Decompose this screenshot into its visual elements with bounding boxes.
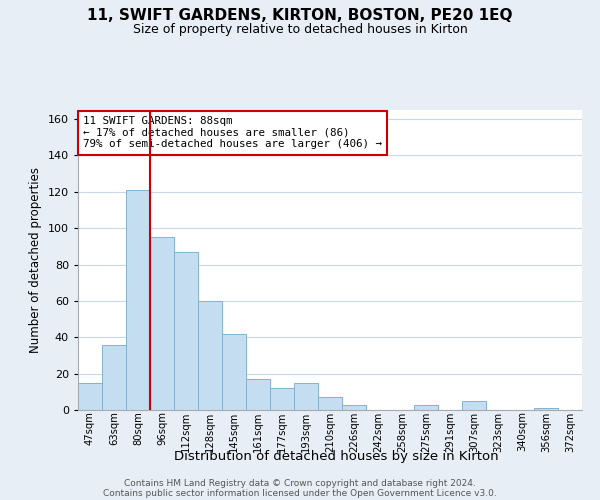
Bar xyxy=(126,190,150,410)
Bar xyxy=(462,401,486,410)
Text: Size of property relative to detached houses in Kirton: Size of property relative to detached ho… xyxy=(133,22,467,36)
Text: Contains HM Land Registry data © Crown copyright and database right 2024.: Contains HM Land Registry data © Crown c… xyxy=(124,478,476,488)
Bar xyxy=(270,388,294,410)
Text: Contains public sector information licensed under the Open Government Licence v3: Contains public sector information licen… xyxy=(103,488,497,498)
Bar xyxy=(78,382,102,410)
Bar xyxy=(174,252,198,410)
Bar xyxy=(294,382,318,410)
Bar xyxy=(246,379,270,410)
Bar xyxy=(198,301,222,410)
Y-axis label: Number of detached properties: Number of detached properties xyxy=(29,167,42,353)
Bar xyxy=(102,344,126,410)
Bar xyxy=(342,404,366,410)
Bar xyxy=(534,408,558,410)
Bar xyxy=(150,238,174,410)
Bar xyxy=(318,398,342,410)
Text: 11, SWIFT GARDENS, KIRTON, BOSTON, PE20 1EQ: 11, SWIFT GARDENS, KIRTON, BOSTON, PE20 … xyxy=(87,8,513,22)
Text: 11 SWIFT GARDENS: 88sqm
← 17% of detached houses are smaller (86)
79% of semi-de: 11 SWIFT GARDENS: 88sqm ← 17% of detache… xyxy=(83,116,382,149)
Bar xyxy=(414,404,438,410)
Bar xyxy=(222,334,246,410)
Text: Distribution of detached houses by size in Kirton: Distribution of detached houses by size … xyxy=(173,450,499,463)
